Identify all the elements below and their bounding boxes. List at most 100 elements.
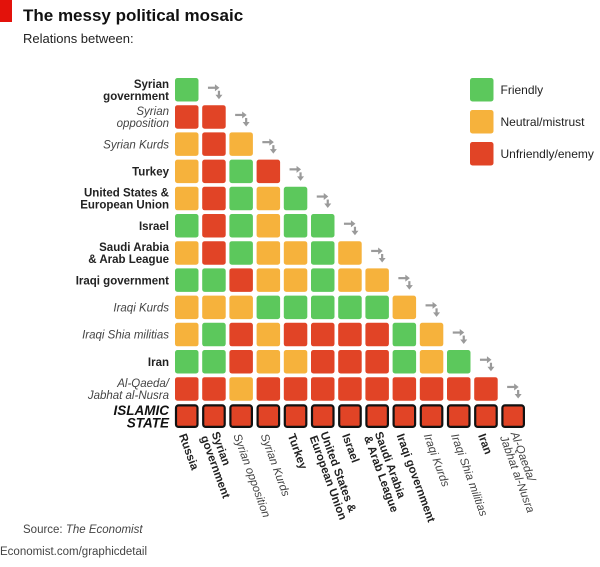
cell-r5-c2 xyxy=(229,214,253,238)
row-label-syrian-kurds: Syrian Kurds xyxy=(103,139,169,151)
cell-r5-c3 xyxy=(256,214,281,238)
cell-r4-c3 xyxy=(256,186,281,211)
cell-r12-c2 xyxy=(229,404,253,428)
cell-r5-c1 xyxy=(202,214,226,238)
cell-r12-c0 xyxy=(174,404,199,428)
cell-r6-c0 xyxy=(175,241,199,265)
row-label-iraqi-government: Iraqi government xyxy=(76,275,169,287)
cell-r11-c8 xyxy=(392,377,417,401)
heatmap-cells xyxy=(174,78,525,428)
col-label-turkey: Turkey xyxy=(285,432,309,471)
cell-r9-c3 xyxy=(256,322,281,347)
cell-r11-c2 xyxy=(229,377,253,401)
cell-r10-c0 xyxy=(175,350,199,374)
cell-r7-c6 xyxy=(338,268,362,292)
cell-r10-c8 xyxy=(392,350,417,374)
cell-r10-c4 xyxy=(283,350,308,374)
row-labels: Syrian government Syrian opposition Syrian K… xyxy=(76,79,171,430)
row-label-syrian-opposition: Syrian opposition xyxy=(117,106,169,130)
cell-r1-c0 xyxy=(175,105,199,129)
cell-r11-c7 xyxy=(365,377,389,401)
cell-r9-c8 xyxy=(392,322,417,347)
source-label: Source: xyxy=(23,524,63,536)
arrow-icon xyxy=(479,356,495,372)
arrow-icon xyxy=(343,220,359,236)
cell-r9-c9 xyxy=(419,322,444,347)
cell-r8-c8 xyxy=(392,295,417,320)
cell-r11-c11 xyxy=(474,377,498,401)
cell-r10-c9 xyxy=(419,350,444,374)
cell-r11-c1 xyxy=(202,377,226,401)
cell-r5-c4 xyxy=(283,214,308,238)
cell-r0-c0 xyxy=(175,78,199,102)
arrow-icon xyxy=(316,193,332,209)
col-label-russia: Russia xyxy=(176,432,200,472)
arrow-icon xyxy=(235,111,250,127)
col-label-iran: Iran xyxy=(475,432,493,456)
cell-r10-c7 xyxy=(365,350,389,374)
cell-r9-c4 xyxy=(283,322,308,347)
col-label-israel: Israel xyxy=(339,432,361,464)
cell-r6-c1 xyxy=(202,241,226,265)
cell-r12-c7 xyxy=(365,404,389,428)
chart-subtitle: Relations between: xyxy=(23,31,134,46)
cell-r4-c4 xyxy=(283,186,308,211)
cell-r9-c6 xyxy=(338,322,362,347)
cell-r3-c0 xyxy=(175,159,199,184)
arrow-icon xyxy=(207,84,223,100)
legend: Friendly Neutral/mistrust Unfriendly/enemy xyxy=(470,78,594,166)
row-label-islamic-state: ISLAMIC STATE xyxy=(114,403,170,431)
cell-r3-c3 xyxy=(256,159,281,184)
source-note: Source: The Economist xyxy=(23,524,143,536)
cell-r10-c1 xyxy=(202,350,226,374)
row-label-iraqi-kurds: Iraqi Kurds xyxy=(113,302,169,314)
col-label-iraqi-kurds: Iraqi Kurds xyxy=(421,432,451,489)
cell-r9-c1 xyxy=(202,322,226,347)
cell-r9-c7 xyxy=(365,322,389,347)
cell-r10-c6 xyxy=(338,350,362,374)
cell-r11-c5 xyxy=(311,377,335,401)
cell-r8-c4 xyxy=(283,295,308,320)
cell-r10-c10 xyxy=(447,350,471,374)
legend-swatch-unfriendly-enemy xyxy=(470,142,494,166)
cell-r2-c2 xyxy=(229,132,253,156)
cell-r6-c4 xyxy=(283,241,308,265)
cell-r4-c2 xyxy=(229,186,253,211)
row-label-israel: Israel xyxy=(139,221,169,233)
cell-r8-c2 xyxy=(229,295,253,320)
cell-r9-c5 xyxy=(311,322,335,347)
cell-r7-c4 xyxy=(283,268,308,292)
legend-swatch-neutral-mistrust xyxy=(470,110,494,134)
cell-r7-c1 xyxy=(202,268,226,292)
arrow-icon xyxy=(262,138,277,154)
arrow-icon xyxy=(289,165,305,181)
cell-r2-c0 xyxy=(175,132,199,156)
cell-r11-c6 xyxy=(338,377,362,401)
cell-r8-c0 xyxy=(175,295,199,320)
row-label-united-states-european-union: United States & European Union xyxy=(80,188,169,212)
cell-r7-c7 xyxy=(365,268,389,292)
cell-r6-c3 xyxy=(256,241,281,265)
cell-r12-c9 xyxy=(419,404,444,428)
arrow-icon xyxy=(371,247,386,263)
legend-label-friendly: Friendly xyxy=(501,83,544,97)
row-label-turkey: Turkey xyxy=(132,166,169,178)
cell-r12-c10 xyxy=(446,404,471,428)
arrow-icon xyxy=(425,301,441,317)
legend-swatch-friendly xyxy=(470,78,494,102)
cell-r6-c2 xyxy=(229,241,253,265)
cell-r1-c1 xyxy=(202,105,226,129)
cell-r6-c6 xyxy=(338,241,362,265)
cell-r7-c5 xyxy=(311,268,335,292)
cell-r12-c4 xyxy=(283,404,308,428)
brand-tag xyxy=(0,0,12,22)
cell-r12-c3 xyxy=(256,404,281,428)
cell-r9-c2 xyxy=(229,322,253,347)
source-url: Economist.com/graphicdetail xyxy=(0,546,148,558)
cell-r5-c5 xyxy=(311,214,335,238)
cell-r7-c3 xyxy=(256,268,281,292)
cell-r12-c6 xyxy=(338,404,362,428)
cell-r11-c0 xyxy=(175,377,199,401)
row-label-saudi-arabia-arab-league: Saudi Arabia & Arab League xyxy=(88,242,169,266)
